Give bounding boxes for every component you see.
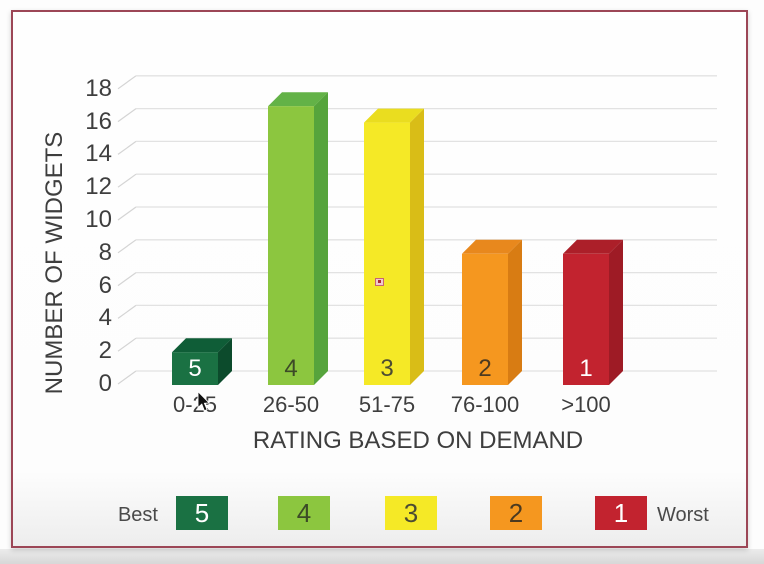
y-tick-label: 12 (85, 173, 112, 201)
bar-front-face (268, 106, 314, 385)
y-tick-label: 0 (98, 370, 112, 397)
bar-side-face (609, 239, 623, 385)
legend-best-label: Best (117, 504, 158, 526)
y-tick-label: 10 (85, 206, 112, 233)
gridline-depth-segment (117, 370, 137, 385)
y-tick-label: 14 (85, 140, 112, 168)
bar-side-face (410, 108, 424, 385)
gridline-depth-segment (117, 206, 137, 221)
x-tick-label: 0-25 (172, 392, 218, 417)
legend-chip-2: 2 (490, 496, 542, 530)
gridline-depth-segment (117, 140, 137, 155)
y-tick-label: 8 (98, 238, 112, 266)
bar-front-face (364, 122, 410, 385)
legend-chip-3: 3 (385, 496, 437, 530)
bar-top-face (172, 338, 232, 353)
bar-rating-label: 1 (579, 355, 593, 382)
y-tick-label: 4 (98, 304, 112, 332)
bar-rating-label: 3 (380, 355, 394, 382)
gridline-depth-segment (117, 173, 137, 188)
legend-chip-5: 5 (176, 496, 228, 530)
gridline-depth-segment (117, 272, 137, 287)
bar-rating-label: 5 (188, 355, 202, 382)
bar-side-face (508, 239, 522, 385)
y-tick-label: 16 (85, 107, 112, 135)
bar-top-face (563, 239, 623, 254)
bar-side-face (218, 338, 232, 385)
legend-chip-4: 4 (278, 496, 330, 530)
gridline-depth-segment (117, 337, 137, 352)
gridline-depth-segment (117, 304, 137, 319)
bar-rating-label: 2 (478, 355, 492, 382)
bar-front-face (172, 352, 218, 385)
bar-front-face (462, 253, 508, 385)
y-tick-label: 18 (85, 74, 112, 102)
red-x-marker-icon (375, 278, 384, 286)
x-tick-label: >100 (561, 392, 611, 417)
bar-top-face (364, 108, 424, 123)
gridline-depth-segment (117, 239, 137, 254)
x-tick-label: 76-100 (450, 392, 520, 417)
mouse-cursor-icon (197, 391, 211, 412)
bar-front-face (563, 253, 609, 385)
gridline-depth-segment (117, 108, 137, 123)
bar-top-face (268, 92, 328, 107)
bar-side-face (314, 92, 328, 385)
x-axis-title: RATING BASED ON DEMAND (252, 427, 584, 454)
x-tick-label: 51-75 (358, 392, 416, 417)
legend-chip-1: 1 (595, 496, 647, 530)
page-background-strip (0, 549, 764, 564)
y-tick-label: 6 (98, 271, 112, 299)
y-tick-label: 2 (98, 337, 112, 365)
bar-top-face (462, 239, 522, 254)
legend-worst-label: Worst (657, 504, 709, 526)
bar-rating-label: 4 (284, 355, 298, 382)
x-tick-label: 26-50 (262, 392, 320, 417)
gridline-depth-segment (117, 75, 137, 90)
